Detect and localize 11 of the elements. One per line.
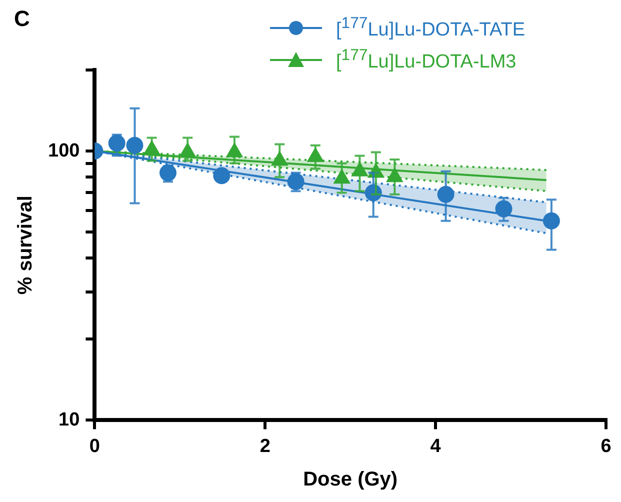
text: C (14, 6, 30, 32)
x-tick-label: 0 (89, 436, 100, 457)
x-tick-label: 2 (260, 436, 270, 457)
y-axis-title: % survival (14, 196, 37, 295)
legend-label: [$^{177}$Lu]Lu-DOTA-LM3 (336, 46, 516, 74)
x-tick-label: 6 (600, 436, 612, 457)
legend-label: [$^{177}$Lu]Lu-DOTA-TATE (336, 14, 526, 42)
x-tick-label: 4 (430, 436, 442, 457)
y-tick-label: 100 (48, 140, 80, 162)
y-tick-label: 10 (58, 409, 80, 430)
x-axis-title: Dose (Gy) (303, 468, 398, 491)
